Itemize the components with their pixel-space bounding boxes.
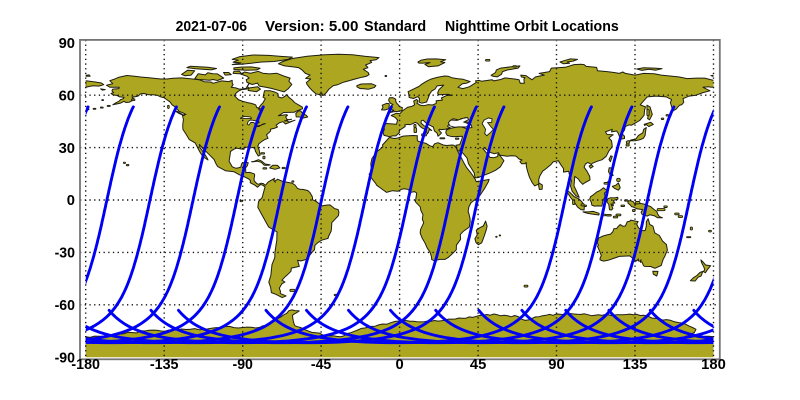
- svg-text:135: 135: [623, 357, 648, 373]
- svg-text:-90: -90: [55, 350, 75, 366]
- svg-text:45: 45: [470, 357, 486, 373]
- svg-text:180: 180: [701, 357, 726, 373]
- svg-text:Version: 5.00: Version: 5.00: [265, 19, 358, 35]
- svg-text:-180: -180: [71, 357, 100, 373]
- svg-text:90: 90: [548, 357, 564, 373]
- svg-text:0: 0: [396, 357, 404, 373]
- svg-text:-45: -45: [311, 357, 331, 373]
- svg-text:Standard: Standard: [364, 19, 426, 35]
- svg-text:2021-07-06: 2021-07-06: [176, 19, 247, 35]
- svg-text:-60: -60: [55, 298, 75, 314]
- svg-text:Nighttime Orbit Locations: Nighttime Orbit Locations: [445, 19, 619, 35]
- svg-text:-135: -135: [150, 357, 179, 373]
- svg-text:90: 90: [59, 36, 75, 52]
- svg-text:-30: -30: [55, 246, 75, 262]
- svg-text:-90: -90: [233, 357, 253, 373]
- svg-text:30: 30: [59, 141, 75, 157]
- svg-text:0: 0: [67, 193, 75, 209]
- svg-text:60: 60: [59, 88, 75, 104]
